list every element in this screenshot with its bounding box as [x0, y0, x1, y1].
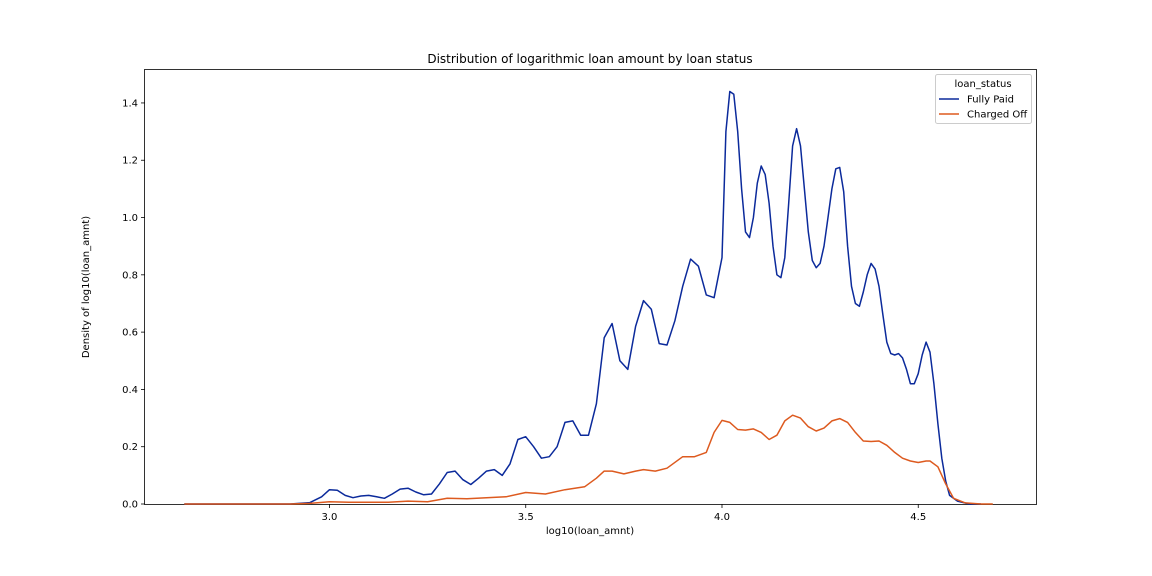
x-tick-label: 3.5 — [518, 512, 534, 523]
y-axis: 0.0 0.2 0.4 0.6 0.8 1.0 1.2 1.4 — [122, 98, 145, 511]
series-line-fully-paid — [184, 90, 981, 505]
chart-title: Distribution of logarithmic loan amount … — [427, 52, 752, 66]
legend-box — [935, 74, 1032, 124]
y-tick-label: 0.0 — [122, 500, 138, 511]
y-tick-label: 1.4 — [122, 98, 138, 109]
x-tick-label: 3.0 — [322, 512, 338, 523]
y-tick-label: 0.6 — [122, 328, 138, 339]
y-tick-label: 0.2 — [122, 442, 138, 453]
series-layer — [184, 90, 993, 505]
legend-label-fully-paid: Fully Paid — [967, 95, 1014, 106]
x-tick-label: 4.0 — [714, 512, 730, 523]
series-line-charged-off — [184, 414, 993, 505]
x-axis-label: log10(loan_amnt) — [546, 526, 634, 537]
legend: loan_status Fully Paid Charged Off — [935, 74, 1032, 124]
legend-title: loan_status — [954, 79, 1011, 90]
x-axis: 3.0 3.5 4.0 4.5 — [322, 504, 926, 523]
y-tick-label: 0.8 — [122, 270, 138, 281]
y-tick-label: 1.2 — [122, 156, 138, 167]
y-tick-label: 0.4 — [122, 385, 138, 396]
legend-label-charged-off: Charged Off — [967, 110, 1028, 121]
y-tick-label: 1.0 — [122, 213, 138, 224]
y-axis-label: Density of log10(loan_amnt) — [81, 216, 92, 358]
x-tick-label: 4.5 — [910, 512, 926, 523]
plot-area-frame — [144, 69, 1037, 505]
